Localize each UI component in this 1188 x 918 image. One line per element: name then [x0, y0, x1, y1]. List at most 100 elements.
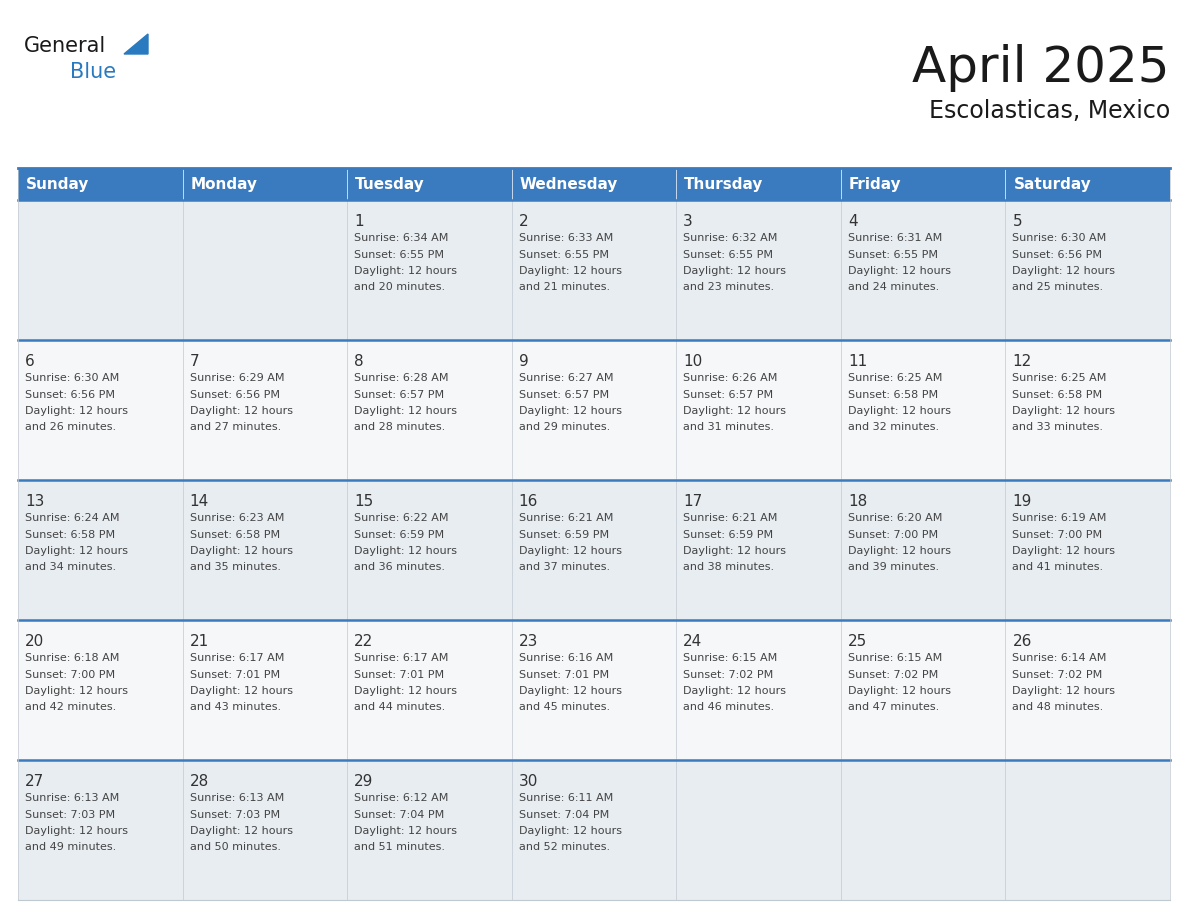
Text: Daylight: 12 hours: Daylight: 12 hours: [848, 266, 950, 276]
Text: Sunrise: 6:11 AM: Sunrise: 6:11 AM: [519, 793, 613, 803]
Text: Daylight: 12 hours: Daylight: 12 hours: [190, 826, 292, 836]
Text: Sunset: 6:59 PM: Sunset: 6:59 PM: [683, 530, 773, 540]
Text: and 35 minutes.: and 35 minutes.: [190, 563, 280, 573]
Text: Sunrise: 6:18 AM: Sunrise: 6:18 AM: [25, 653, 119, 663]
Text: Sunrise: 6:25 AM: Sunrise: 6:25 AM: [1012, 373, 1107, 383]
Bar: [347, 200, 512, 340]
Text: Sunset: 7:03 PM: Sunset: 7:03 PM: [25, 810, 115, 820]
Text: Sunday: Sunday: [26, 176, 89, 192]
Text: Sunset: 7:04 PM: Sunset: 7:04 PM: [519, 810, 609, 820]
Text: Daylight: 12 hours: Daylight: 12 hours: [683, 546, 786, 556]
Bar: [841, 480, 1005, 620]
Bar: [18, 200, 183, 340]
Text: and 45 minutes.: and 45 minutes.: [519, 702, 609, 712]
Text: Sunrise: 6:15 AM: Sunrise: 6:15 AM: [683, 653, 777, 663]
Text: and 26 minutes.: and 26 minutes.: [25, 422, 116, 432]
Text: Sunrise: 6:27 AM: Sunrise: 6:27 AM: [519, 373, 613, 383]
Text: Sunset: 7:00 PM: Sunset: 7:00 PM: [25, 669, 115, 679]
Text: Monday: Monday: [190, 176, 258, 192]
Text: Daylight: 12 hours: Daylight: 12 hours: [1012, 266, 1116, 276]
Bar: [347, 620, 512, 760]
Text: Sunset: 6:56 PM: Sunset: 6:56 PM: [1012, 250, 1102, 260]
Text: Daylight: 12 hours: Daylight: 12 hours: [519, 686, 621, 696]
Text: and 21 minutes.: and 21 minutes.: [519, 283, 609, 293]
Text: Saturday: Saturday: [1013, 176, 1092, 192]
Text: Sunrise: 6:26 AM: Sunrise: 6:26 AM: [683, 373, 778, 383]
Text: and 34 minutes.: and 34 minutes.: [25, 563, 116, 573]
Bar: [183, 340, 347, 480]
Text: Daylight: 12 hours: Daylight: 12 hours: [683, 406, 786, 416]
Text: 21: 21: [190, 634, 209, 649]
Bar: [347, 760, 512, 900]
Bar: [1005, 760, 1170, 900]
Text: 14: 14: [190, 494, 209, 509]
Text: Blue: Blue: [70, 62, 116, 82]
Text: 11: 11: [848, 354, 867, 369]
Text: 24: 24: [683, 634, 702, 649]
Text: and 47 minutes.: and 47 minutes.: [848, 702, 939, 712]
Text: Daylight: 12 hours: Daylight: 12 hours: [354, 686, 457, 696]
Text: Daylight: 12 hours: Daylight: 12 hours: [519, 406, 621, 416]
Bar: [676, 620, 841, 760]
Text: Sunrise: 6:21 AM: Sunrise: 6:21 AM: [519, 513, 613, 523]
Text: Daylight: 12 hours: Daylight: 12 hours: [848, 406, 950, 416]
Bar: [676, 340, 841, 480]
Text: Sunset: 6:55 PM: Sunset: 6:55 PM: [683, 250, 773, 260]
Text: Sunrise: 6:30 AM: Sunrise: 6:30 AM: [25, 373, 119, 383]
Text: 20: 20: [25, 634, 44, 649]
Text: Daylight: 12 hours: Daylight: 12 hours: [1012, 686, 1116, 696]
Bar: [1005, 620, 1170, 760]
Text: Daylight: 12 hours: Daylight: 12 hours: [848, 546, 950, 556]
Text: Tuesday: Tuesday: [355, 176, 425, 192]
Text: Sunset: 6:56 PM: Sunset: 6:56 PM: [25, 389, 115, 399]
Text: 19: 19: [1012, 494, 1032, 509]
Text: and 51 minutes.: and 51 minutes.: [354, 843, 446, 853]
Text: Daylight: 12 hours: Daylight: 12 hours: [1012, 406, 1116, 416]
Text: 8: 8: [354, 354, 364, 369]
Text: 18: 18: [848, 494, 867, 509]
Text: Daylight: 12 hours: Daylight: 12 hours: [25, 406, 128, 416]
Text: and 31 minutes.: and 31 minutes.: [683, 422, 775, 432]
Bar: [183, 168, 347, 200]
Bar: [676, 760, 841, 900]
Text: Sunset: 7:00 PM: Sunset: 7:00 PM: [1012, 530, 1102, 540]
Text: Sunset: 7:01 PM: Sunset: 7:01 PM: [519, 669, 608, 679]
Bar: [512, 760, 676, 900]
Bar: [841, 340, 1005, 480]
Text: 7: 7: [190, 354, 200, 369]
Text: 6: 6: [25, 354, 34, 369]
Bar: [347, 480, 512, 620]
Text: Daylight: 12 hours: Daylight: 12 hours: [25, 546, 128, 556]
Text: 29: 29: [354, 774, 373, 789]
Text: Daylight: 12 hours: Daylight: 12 hours: [683, 686, 786, 696]
Text: Sunrise: 6:15 AM: Sunrise: 6:15 AM: [848, 653, 942, 663]
Text: General: General: [24, 36, 106, 56]
Text: Sunset: 6:58 PM: Sunset: 6:58 PM: [25, 530, 115, 540]
Text: Daylight: 12 hours: Daylight: 12 hours: [354, 266, 457, 276]
Bar: [1005, 340, 1170, 480]
Text: 28: 28: [190, 774, 209, 789]
Text: 13: 13: [25, 494, 44, 509]
Text: and 46 minutes.: and 46 minutes.: [683, 702, 775, 712]
Text: Daylight: 12 hours: Daylight: 12 hours: [519, 546, 621, 556]
Text: and 48 minutes.: and 48 minutes.: [1012, 702, 1104, 712]
Text: Sunrise: 6:13 AM: Sunrise: 6:13 AM: [190, 793, 284, 803]
Text: Sunset: 6:57 PM: Sunset: 6:57 PM: [683, 389, 773, 399]
Text: and 36 minutes.: and 36 minutes.: [354, 563, 446, 573]
Text: Daylight: 12 hours: Daylight: 12 hours: [848, 686, 950, 696]
Text: and 52 minutes.: and 52 minutes.: [519, 843, 609, 853]
Bar: [18, 340, 183, 480]
Text: and 43 minutes.: and 43 minutes.: [190, 702, 280, 712]
Text: and 20 minutes.: and 20 minutes.: [354, 283, 446, 293]
Text: Sunset: 6:59 PM: Sunset: 6:59 PM: [519, 530, 608, 540]
Text: Friday: Friday: [849, 176, 902, 192]
Bar: [183, 480, 347, 620]
Text: Sunset: 7:01 PM: Sunset: 7:01 PM: [190, 669, 279, 679]
Text: Sunset: 7:02 PM: Sunset: 7:02 PM: [683, 669, 773, 679]
Text: 15: 15: [354, 494, 373, 509]
Bar: [512, 480, 676, 620]
Bar: [512, 620, 676, 760]
Text: Sunset: 6:56 PM: Sunset: 6:56 PM: [190, 389, 279, 399]
Text: and 33 minutes.: and 33 minutes.: [1012, 422, 1104, 432]
Text: and 23 minutes.: and 23 minutes.: [683, 283, 775, 293]
